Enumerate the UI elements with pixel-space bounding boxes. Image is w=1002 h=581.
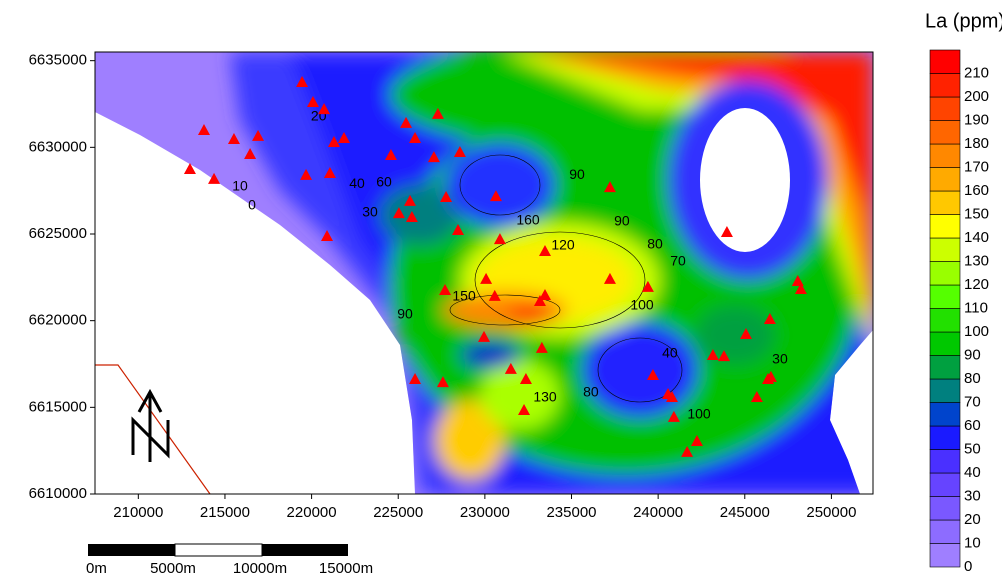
y-tick-label: 6625000 (29, 225, 87, 242)
contour-label: 90 (569, 166, 585, 182)
contour-label: 90 (614, 213, 630, 229)
scale-bar-label: 10000m (233, 560, 287, 577)
contour-field (95, 35, 873, 494)
x-tick-label: 250000 (806, 504, 856, 521)
colorbar-label: 0 (964, 558, 972, 575)
contour-label: 40 (662, 345, 678, 361)
contour-label: 30 (362, 204, 378, 220)
colorbar-band (930, 356, 960, 380)
colorbar-band (930, 97, 960, 121)
contour-label: 120 (551, 237, 575, 253)
contour-label: 10 (232, 178, 248, 194)
x-tick-label: 220000 (287, 504, 337, 521)
x-tick-label: 230000 (460, 504, 510, 521)
colorbar-band (930, 285, 960, 309)
colorbar-label: 60 (964, 417, 981, 434)
scale-bar-label: 0m (86, 560, 107, 577)
colorbar-band (930, 332, 960, 356)
scale-bar-label: 15000m (319, 560, 373, 577)
contour-label: 80 (583, 384, 599, 400)
colorbar-band (930, 121, 960, 145)
colorbar-band (930, 379, 960, 403)
colorbar-label: 50 (964, 440, 981, 457)
colorbar-band (930, 309, 960, 333)
colorbar-label: 100 (964, 323, 989, 340)
colorbar-band (930, 450, 960, 474)
colorbar-label: 90 (964, 346, 981, 363)
x-tick-label: 240000 (633, 504, 683, 521)
colorbar-title: La (ppm) (925, 10, 1002, 32)
contour-label: 130 (533, 389, 557, 405)
y-tick-label: 6620000 (29, 312, 87, 329)
colorbar-band (930, 426, 960, 450)
colorbar-band (930, 473, 960, 497)
colorbar-label: 80 (964, 370, 981, 387)
colorbar-band (930, 50, 960, 74)
contour-label: 90 (397, 306, 413, 322)
x-tick-label: 225000 (373, 504, 423, 521)
colorbar-label: 110 (964, 299, 988, 316)
colorbar-band (930, 168, 960, 192)
colorbar-label: 140 (964, 229, 989, 246)
colorbar-band (930, 262, 960, 286)
colorbar-label: 40 (964, 464, 981, 481)
x-tick-label: 235000 (546, 504, 596, 521)
colorbar-band (930, 74, 960, 98)
y-tick-label: 6615000 (29, 398, 87, 415)
colorbar-band (930, 497, 960, 521)
colorbar-label: 10 (964, 534, 981, 551)
contour-label: 70 (670, 253, 686, 269)
scale-bar (88, 544, 348, 556)
x-tick-label: 215000 (200, 504, 250, 521)
colorbar-band (930, 520, 960, 544)
y-tick-label: 6610000 (29, 485, 87, 502)
x-tick-label: 210000 (113, 504, 163, 521)
colorbar-band (930, 544, 960, 568)
colorbar-band (930, 144, 960, 168)
contour-label: 100 (630, 297, 654, 313)
contour-label: 40 (349, 175, 365, 191)
colorbar-label: 150 (964, 205, 989, 222)
colorbar-label: 70 (964, 393, 981, 410)
colorbar-label: 120 (964, 276, 989, 293)
x-tick-label: 245000 (720, 504, 770, 521)
colorbar-label: 210 (964, 64, 989, 81)
colorbar-label: 160 (964, 182, 989, 199)
colorbar-label: 130 (964, 252, 989, 269)
contour-label: 100 (687, 406, 711, 422)
colorbar-label: 30 (964, 487, 981, 504)
contour-label: 60 (376, 174, 392, 190)
map: La (ppm) 210000 215000 220000 225000 230000 2… (0, 0, 1002, 581)
colorbar-band (930, 403, 960, 427)
colorbar-label: 170 (964, 158, 989, 175)
contour-label: 80 (647, 236, 663, 252)
colorbar-label: 190 (964, 111, 989, 128)
y-tick-label: 6635000 (29, 52, 87, 69)
colorbar-band (930, 238, 960, 262)
contour-label: 0 (248, 197, 256, 213)
colorbar-band (930, 215, 960, 239)
contour-label: 30 (772, 351, 788, 367)
boundary-line (95, 365, 210, 494)
y-tick-label: 6630000 (29, 138, 87, 155)
colorbar-label: 20 (964, 511, 981, 528)
scale-bar-label: 5000m (150, 560, 196, 577)
contour-label: 150 (452, 288, 476, 304)
colorbar-label: 180 (964, 135, 989, 152)
colorbar-band (930, 191, 960, 215)
contour-label: 160 (516, 212, 540, 228)
colorbar-label: 200 (964, 88, 989, 105)
